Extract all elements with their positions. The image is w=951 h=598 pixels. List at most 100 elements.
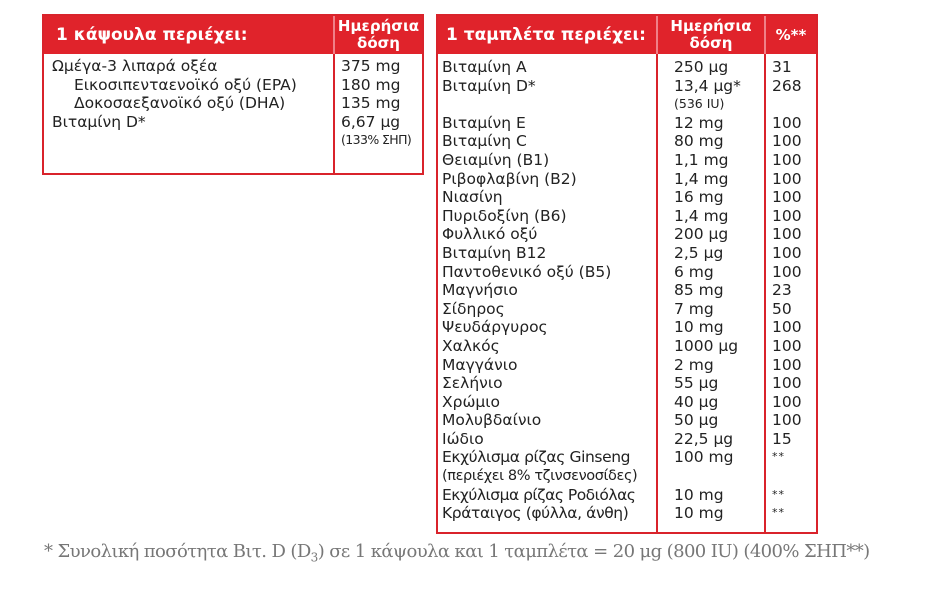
capsule-row-name: Ωμέγα-3 λιπαρά οξέα <box>52 57 218 75</box>
tablet-row-dose: 85 mg <box>674 281 724 300</box>
tablet-row-name: Εκχύλισμα ρίζας Ροδιόλας <box>442 485 636 504</box>
tablet-row-name: Πυριδοξίνη (B6) <box>442 206 567 225</box>
tablet-row-percent: 100 <box>772 355 802 374</box>
tablet-row-dose: 13,4 μg* <box>674 76 741 95</box>
footnote-prefix: * Συνολική ποσότητα Βιτ. D (D <box>44 541 311 562</box>
vitamin-d-footnote: * Συνολική ποσότητα Βιτ. D (D3) σε 1 κάψ… <box>44 541 870 565</box>
tablet-row-percent: 100 <box>772 392 802 411</box>
capsule-table-body: Ωμέγα-3 λιπαρά οξέα Εικοσιπενταενοϊκό οξ… <box>44 54 422 173</box>
tablet-row-name: Βιταμίνη E <box>442 113 526 132</box>
tablet-row-name: Εκχύλισμα ρίζας Ginseng <box>442 448 631 467</box>
tablet-row-dose: 7 mg <box>674 299 714 318</box>
tablet-row-percent: 100 <box>772 132 802 151</box>
tablet-row-dose: 1000 μg <box>674 336 739 355</box>
tablet-row-name: Χρώμιο <box>442 392 501 411</box>
tablet-row-dose: 80 mg <box>674 132 724 151</box>
tablet-table-header: 1 ταμπλέτα περιέχει: Ημερήσια δόση %** <box>438 16 816 54</box>
tablet-row-percent: 100 <box>772 374 802 393</box>
tablet-row-name: Κράταιγος (φύλλα, άνθη) <box>442 504 629 523</box>
tablet-dose-column: 250 μg 13,4 μg* (536 IU) 12 mg 80 mg 1,1… <box>656 54 764 532</box>
tablet-row-name: Φυλλικό οξύ <box>442 225 538 244</box>
tablet-row-dose: 22,5 μg <box>674 429 734 448</box>
tablet-row-percent: 100 <box>772 336 802 355</box>
tablet-row-dose: 1,1 mg <box>674 150 729 169</box>
spacer <box>772 467 816 486</box>
capsule-row-dose: 135 mg <box>341 94 401 113</box>
spacer <box>442 95 656 114</box>
tablet-row-percent: 100 <box>772 113 802 132</box>
tablet-row-dose: 1,4 mg <box>674 206 729 225</box>
footnote-suffix: ) σε 1 κάψουλα και 1 ταμπλέτα = 20 μg (8… <box>317 541 870 562</box>
tablet-row-dose: 2,5 μg <box>674 243 724 262</box>
tablet-percent-column: 31 268 100 100 100 100 100 100 100 100 1… <box>764 54 816 532</box>
tablet-row-dose: 10 mg <box>674 318 724 337</box>
tablet-row-name: Νιασίνη <box>442 188 503 207</box>
tablet-row-percent: ** <box>772 487 785 501</box>
tablet-row-percent: 15 <box>772 429 792 448</box>
tablet-row-name: Μαγγάνιο <box>442 355 518 374</box>
tablet-row-name: Βιταμίνη C <box>442 132 527 151</box>
capsule-table-title: 1 κάψουλα περιέχει: <box>56 25 248 45</box>
tablet-row-dose: 100 mg <box>674 448 734 467</box>
footnote-subscript: 3 <box>310 550 319 565</box>
tablet-names-column: Βιταμίνη A Βιταμίνη D* Βιταμίνη E Βιταμί… <box>438 54 656 532</box>
tablet-row-name: Ριβοφλαβίνη (B2) <box>442 169 577 188</box>
capsule-row-name: Εικοσιπενταενοϊκό οξύ (EPA) <box>74 75 297 94</box>
tablet-row-name: Σελήνιο <box>442 374 503 393</box>
tablet-row-name: Βιταμίνη D* <box>442 76 536 95</box>
capsule-row-name: Δοκοσαεξανοϊκό οξύ (DHA) <box>74 94 286 113</box>
tablet-row-percent: 23 <box>772 281 792 300</box>
tablet-row-percent: ** <box>772 450 785 464</box>
tablet-row-percent: 100 <box>772 262 802 281</box>
tablet-row-percent: 100 <box>772 188 802 207</box>
tablet-nutrition-table: 1 ταμπλέτα περιέχει: Ημερήσια δόση %** Β… <box>436 14 818 534</box>
tablet-row-name: Σίδηρος <box>442 299 505 318</box>
tablet-row-name: Μαγνήσιο <box>442 281 518 300</box>
capsule-row-dose: 6,67 μg <box>341 112 401 131</box>
tablet-row-dose: 10 mg <box>674 504 724 523</box>
capsule-row-name: Βιταμίνη D* <box>52 112 146 131</box>
tablet-row-name: Βιταμίνη B12 <box>442 243 547 262</box>
tablet-row-dose: 10 mg <box>674 485 724 504</box>
capsule-row-dose: 375 mg <box>341 57 401 75</box>
tablet-row-dose: 50 μg <box>674 411 719 430</box>
tablet-row-name: Ψευδάργυρος <box>442 318 548 337</box>
tablet-row-name: Βιταμίνη A <box>442 58 527 76</box>
capsule-table-header: 1 κάψουλα περιέχει: Ημερήσια δόση <box>44 16 422 54</box>
tablet-row-percent: 100 <box>772 169 802 188</box>
capsule-dose-column: 375 mg 180 mg 135 mg 6,67 μg (133% ΣΗΠ) <box>333 54 422 173</box>
tablet-table-body: Βιταμίνη A Βιταμίνη D* Βιταμίνη E Βιταμί… <box>438 54 816 532</box>
capsule-nutrition-table: 1 κάψουλα περιέχει: Ημερήσια δόση Ωμέγα-… <box>42 14 424 175</box>
tablet-row-dose: 2 mg <box>674 355 714 374</box>
tablet-row-name-note: (περιέχει 8% τζινσενοσίδες) <box>442 468 638 485</box>
tablet-row-percent: 268 <box>772 76 802 95</box>
capsule-row-dose: 180 mg <box>341 75 401 94</box>
spacer <box>674 467 764 486</box>
capsule-names-column: Ωμέγα-3 λιπαρά οξέα Εικοσιπενταενοϊκό οξ… <box>44 54 333 173</box>
tablet-row-percent: 100 <box>772 318 802 337</box>
tablet-row-name: Παντοθενικό οξύ (B5) <box>442 262 612 281</box>
tablet-table-title: 1 ταμπλέτα περιέχει: <box>446 25 646 45</box>
tablet-row-name: Μολυβδαίνιο <box>442 411 542 430</box>
tablet-row-percent: 100 <box>772 225 802 244</box>
tablet-row-dose: 16 mg <box>674 188 724 207</box>
tablet-row-name: Ιώδιο <box>442 429 484 448</box>
tablet-row-dose-note: (536 IU) <box>674 96 725 112</box>
tablet-row-percent: 100 <box>772 411 802 430</box>
tablet-row-dose: 55 μg <box>674 374 719 393</box>
tablet-row-dose: 40 μg <box>674 392 719 411</box>
tablet-row-percent: ** <box>772 506 785 520</box>
tablet-row-dose: 250 μg <box>674 58 729 76</box>
tablet-row-percent: 100 <box>772 243 802 262</box>
tablet-row-percent: 31 <box>772 58 792 76</box>
tablet-row-name: Θειαμίνη (B1) <box>442 150 550 169</box>
tablet-percent-header: %** <box>764 16 816 54</box>
spacer <box>772 95 816 114</box>
capsule-row-dose-note: (133% ΣΗΠ) <box>341 132 412 148</box>
tablet-row-name: Χαλκός <box>442 336 500 355</box>
tablet-row-dose: 1,4 mg <box>674 169 729 188</box>
tablet-row-dose: 6 mg <box>674 262 714 281</box>
tablet-row-dose: 200 μg <box>674 225 729 244</box>
capsule-dose-header: Ημερήσια δόση <box>333 16 422 54</box>
tablet-row-percent: 100 <box>772 206 802 225</box>
